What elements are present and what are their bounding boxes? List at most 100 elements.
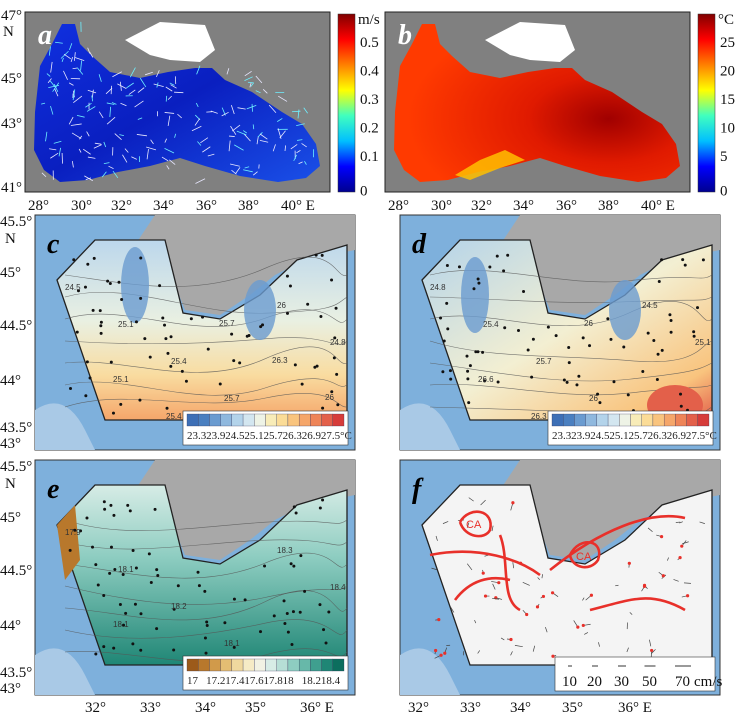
contour-label: 26.3: [272, 356, 288, 365]
station-point: [495, 254, 499, 258]
station-point: [562, 378, 566, 382]
current-vector: [221, 111, 229, 117]
station-point: [681, 258, 685, 262]
colorbar-swatch: [242, 658, 255, 672]
station-point: [285, 612, 289, 616]
station-point: [294, 511, 298, 515]
station-point: [497, 581, 501, 585]
current-vector: [91, 95, 94, 102]
current-vector: [164, 138, 168, 143]
current-vector: [109, 106, 112, 117]
station-point: [657, 279, 661, 283]
current-vector: [466, 563, 473, 571]
colorbar-swatch: [198, 658, 210, 672]
contour-line: [64, 585, 348, 605]
black-sea-region: [394, 24, 680, 182]
colorbar-tick-label: 25.1: [609, 430, 628, 442]
station-point: [126, 503, 130, 507]
station-point: [158, 284, 162, 288]
station-point: [203, 636, 207, 640]
colorbar-tick-label: 17.2: [206, 675, 225, 687]
colorbar-tick-label: 18.2: [302, 675, 321, 687]
station-point: [238, 361, 242, 365]
current-vector: [598, 642, 600, 647]
contour-label: 26.3: [531, 412, 547, 421]
latitude-tick-label: 43.5°: [0, 665, 32, 681]
station-point: [161, 316, 165, 320]
contour-label: 17.9: [65, 528, 81, 537]
current-vector: [431, 567, 437, 570]
station-point: [172, 648, 176, 652]
contour-line: [429, 383, 713, 396]
station-point: [318, 506, 322, 510]
shelf-area: [35, 403, 95, 450]
station-point: [285, 274, 289, 278]
current-vector: [137, 117, 143, 120]
current-vector: [153, 83, 164, 87]
current-vector: [129, 67, 136, 78]
station-point: [117, 280, 121, 284]
station-point: [79, 529, 83, 533]
current-vector: [255, 75, 263, 84]
station-point: [327, 610, 331, 614]
colorbar-tick-label: 26.3: [283, 430, 303, 442]
current-vector: [244, 166, 250, 169]
station-point: [466, 369, 470, 373]
station-point: [474, 350, 478, 354]
current-vector: [54, 88, 59, 97]
current-vector: [124, 148, 129, 153]
station-point: [106, 279, 110, 283]
station-point: [442, 339, 446, 343]
station-point: [692, 334, 696, 338]
colorbar-swatch: [186, 413, 199, 427]
station-point: [679, 404, 683, 408]
current-vector: [156, 70, 160, 78]
station-point: [184, 379, 188, 383]
current-vector: [257, 132, 263, 138]
panel-f-map: CA CA 10 20 30 50 70 cm/s f: [399, 459, 722, 696]
current-vector: [136, 134, 148, 137]
station-point: [606, 317, 610, 321]
current-vector: [91, 89, 94, 98]
station-point: [232, 645, 236, 649]
station-point: [247, 333, 251, 337]
current-vector: [277, 118, 283, 122]
station-point: [322, 628, 326, 632]
current-vector: [228, 140, 231, 152]
station-point: [443, 651, 447, 655]
current-vector: [45, 131, 48, 142]
current-vector: [244, 70, 252, 77]
contour-label: 18.1: [224, 639, 240, 648]
station-point: [119, 402, 123, 406]
station-point: [259, 325, 263, 329]
current-vector: [242, 130, 247, 134]
lower-panels: 24.525.125.425.72624.825.125.425.726.326…: [34, 214, 722, 696]
current-vector: [69, 43, 73, 50]
station-point: [531, 337, 535, 341]
station-point: [138, 398, 142, 402]
station-point: [581, 336, 585, 340]
panel-a-surface-currents-map: a: [24, 11, 331, 193]
current-vector: [256, 136, 259, 145]
current-vector: [207, 153, 215, 157]
station-point: [314, 253, 318, 257]
colorbar-tick-label: 0.4: [360, 64, 379, 80]
station-point: [646, 331, 650, 335]
station-point: [205, 623, 209, 627]
station-point: [73, 528, 77, 532]
longitude-tick-label: 40° E: [641, 198, 675, 214]
station-point: [259, 630, 263, 634]
current-vector: [296, 123, 305, 126]
station-point: [98, 309, 102, 313]
station-point: [300, 382, 304, 386]
current-vector: [255, 90, 261, 94]
current-vector: [49, 80, 56, 88]
station-point: [223, 621, 227, 625]
station-point: [153, 507, 157, 511]
current-vector: [87, 156, 96, 159]
station-point: [102, 594, 106, 598]
colorbar-swatch: [276, 413, 289, 427]
current-vector: [202, 146, 211, 153]
current-vector: [301, 143, 307, 148]
station-point: [155, 627, 159, 631]
